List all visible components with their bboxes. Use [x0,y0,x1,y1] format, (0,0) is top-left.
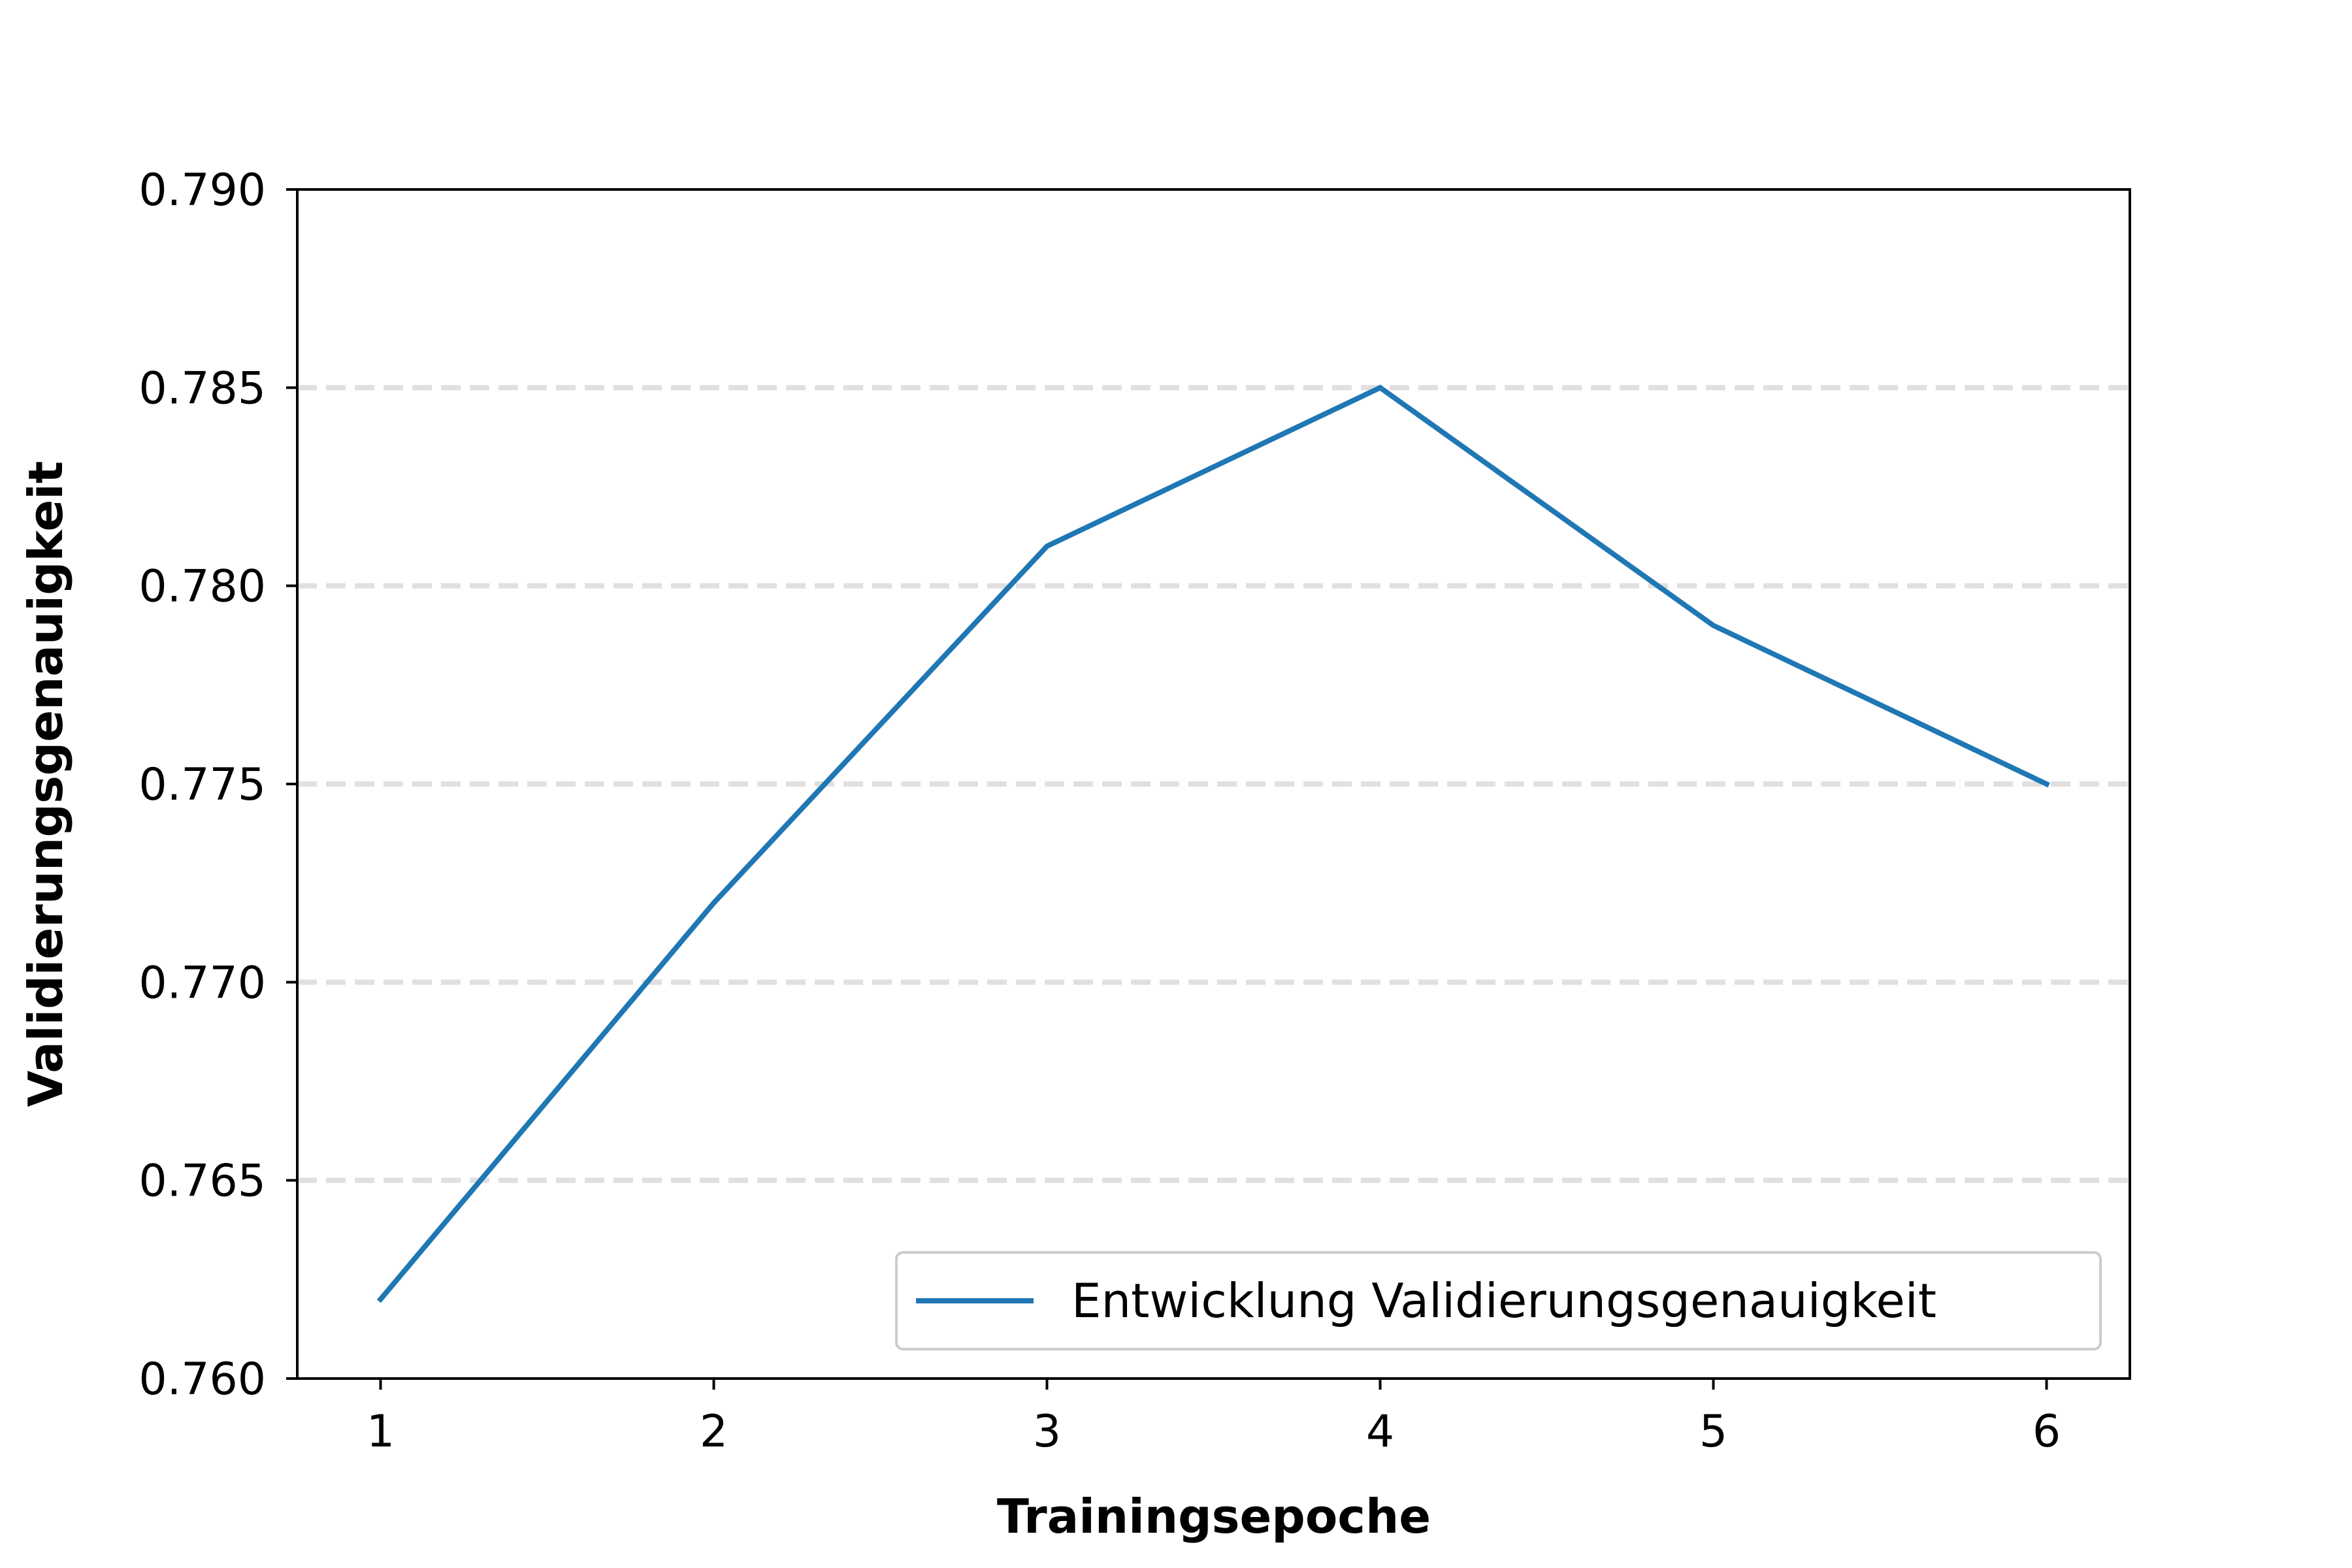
y-tick-label: 0.760 [139,1354,266,1405]
x-tick-label: 1 [367,1406,395,1458]
y-tick-label: 0.765 [139,1156,266,1207]
gridlines [297,385,2130,1183]
x-tick-label: 4 [1366,1406,1394,1458]
y-tick-label: 0.785 [139,363,266,414]
series-layer [376,384,2050,1303]
legend: Entwicklung Validierungsgenauigkeit [895,1251,2102,1350]
y-axis: 0.760 0.765 0.770 0.775 0.780 0.785 0.790 [139,165,297,1405]
x-tick-label: 2 [700,1406,728,1458]
series-line [376,384,2050,1303]
y-tick-label: 0.775 [139,759,266,811]
x-tick-label: 3 [1033,1406,1061,1458]
x-axis: 1 2 3 4 5 6 [367,1379,2061,1458]
x-tick-label: 5 [1699,1406,1727,1458]
y-tick-label: 0.790 [139,165,266,216]
legend-label: Entwicklung Validierungsgenauigkeit [1071,1273,1936,1328]
x-tick-label: 6 [2033,1406,2061,1458]
y-tick-label: 0.780 [139,561,266,613]
legend-box [895,1251,2102,1350]
y-tick-label: 0.770 [139,957,266,1009]
x-axis-label: Trainingsepoche [997,1489,1431,1544]
y-axis-label: Validierungsgenauigkeit [18,461,73,1107]
